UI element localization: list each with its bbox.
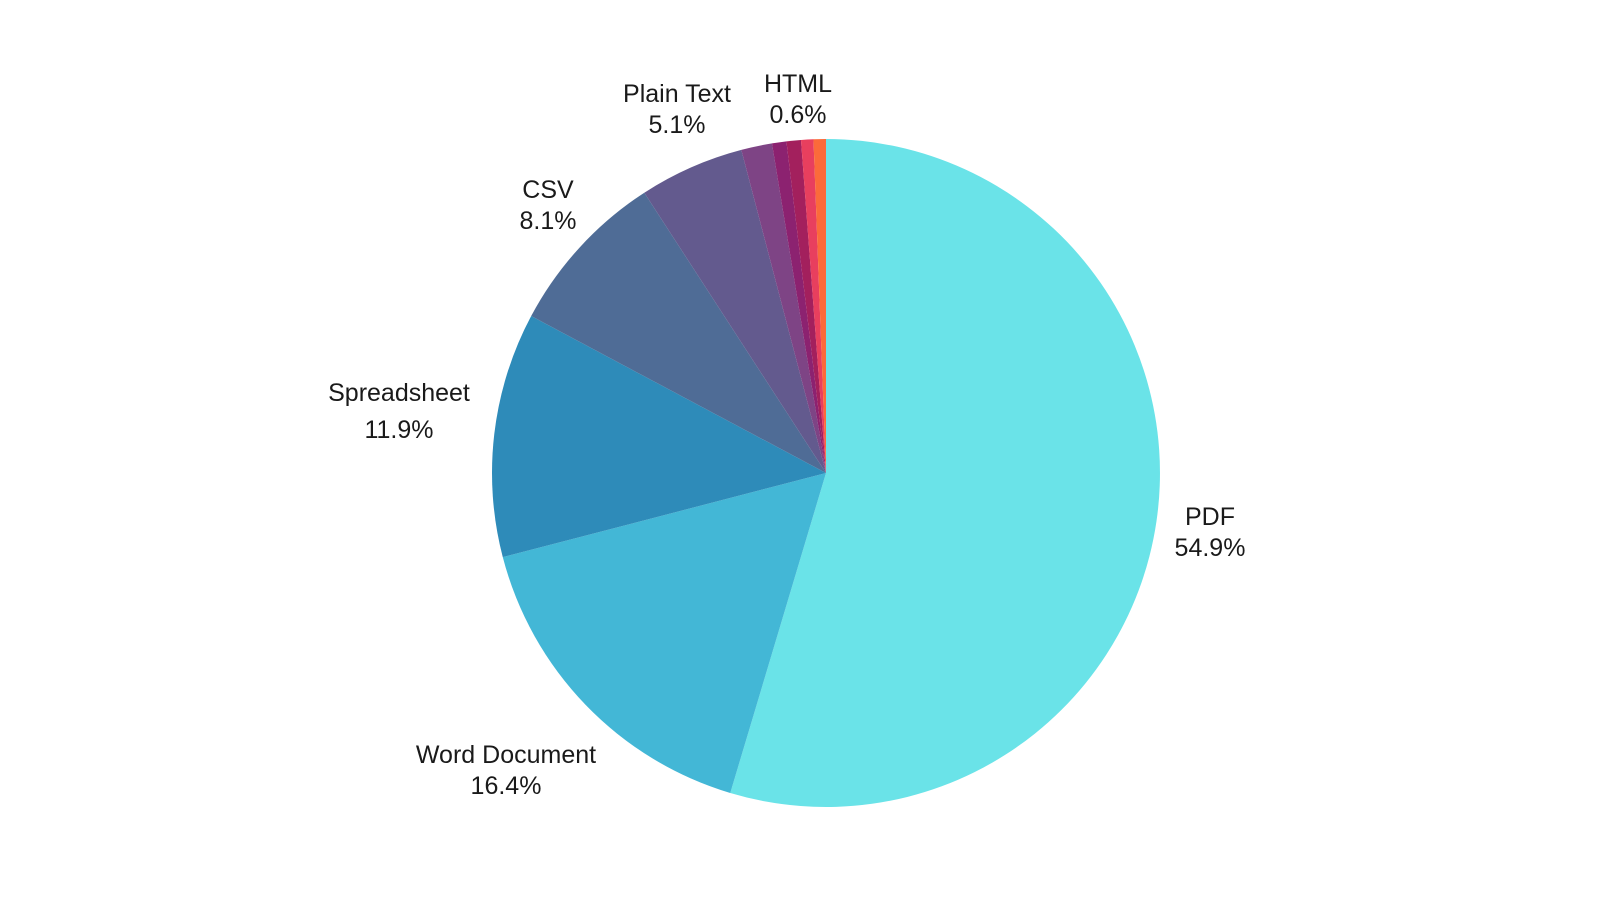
- pie-slice-html: [813, 138, 826, 473]
- slice-label-percent: 16.4%: [470, 772, 542, 800]
- pie-slice-other-5: [741, 143, 826, 473]
- pie-slice-plain-text: [644, 149, 826, 473]
- slice-label-plain-text: Plain Text 5.1%: [623, 79, 731, 141]
- slice-label-name: CSV: [522, 176, 574, 204]
- slice-label-csv: CSV 8.1%: [520, 175, 577, 237]
- pie-slice-csv: [531, 192, 826, 474]
- pie-slice-other-7: [786, 139, 826, 473]
- slice-label-percent: 11.9%: [364, 416, 434, 444]
- slice-label-spreadsheet: Spreadsheet 11.9%: [328, 378, 470, 446]
- pie-slice-word-document: [502, 473, 826, 793]
- slice-label-name: HTML: [763, 70, 833, 98]
- pie-slice-pdf: [730, 139, 1160, 807]
- slice-label-name: PDF: [1184, 503, 1235, 531]
- slice-label-pdf: PDF 54.9%: [1175, 502, 1246, 564]
- pie-slice-other-8: [800, 139, 826, 474]
- slice-label-percent: 0.6%: [769, 101, 827, 129]
- slice-label-name: Plain Text: [623, 80, 731, 108]
- pie-slice-spreadsheet: [492, 316, 826, 558]
- slice-label-word-document: Word Document 16.4%: [416, 740, 596, 802]
- slice-label-name: Word Document: [415, 741, 597, 769]
- slice-label-percent: 5.1%: [648, 111, 706, 139]
- slice-label-name: Spreadsheet: [328, 379, 470, 407]
- slice-label-percent: 54.9%: [1174, 534, 1246, 562]
- slice-label-percent: 8.1%: [519, 207, 577, 235]
- pie-slice-other-6: [771, 141, 826, 473]
- slice-label-html: HTML 0.6%: [764, 69, 832, 131]
